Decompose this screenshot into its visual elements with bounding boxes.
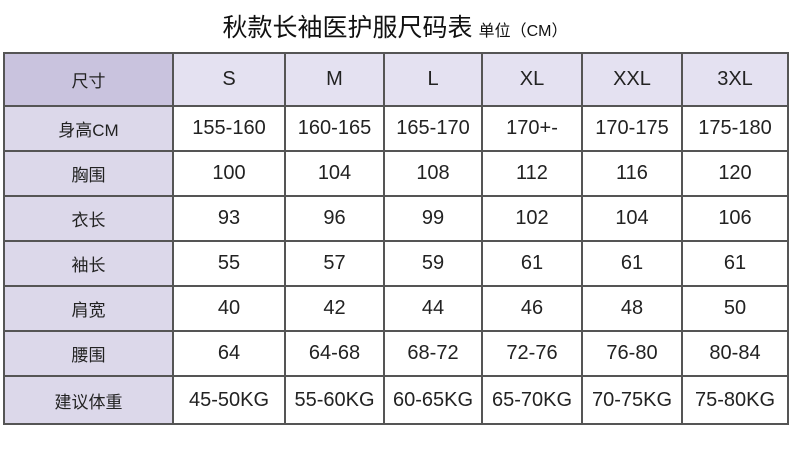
row-label: 腰围 [3, 330, 174, 377]
cell: 175-180 [681, 105, 789, 152]
cell: 160-165 [284, 105, 385, 152]
cell: 55 [172, 240, 286, 287]
cell: 108 [383, 150, 483, 197]
size-header: L [383, 52, 483, 107]
cell: 72-76 [481, 330, 583, 377]
cell: 102 [481, 195, 583, 242]
size-table: 尺寸 S M L XL XXL 3XL 身高CM 155-160 160-165 165-170 17… [3, 52, 789, 425]
cell: 68-72 [383, 330, 483, 377]
cell: 65-70KG [481, 375, 583, 425]
cell: 155-160 [172, 105, 286, 152]
size-header: 3XL [681, 52, 789, 107]
size-header: XL [481, 52, 583, 107]
cell: 80-84 [681, 330, 789, 377]
row-label: 肩宽 [3, 285, 174, 332]
cell: 170+- [481, 105, 583, 152]
cell: 45-50KG [172, 375, 286, 425]
row-label: 袖长 [3, 240, 174, 287]
title-bar: 秋款长袖医护服尺码表 单位（CM） [0, 8, 790, 44]
cell: 60-65KG [383, 375, 483, 425]
cell: 40 [172, 285, 286, 332]
cell: 100 [172, 150, 286, 197]
size-header: S [172, 52, 286, 107]
cell: 70-75KG [581, 375, 683, 425]
table-row: 建议体重 45-50KG 55-60KG 60-65KG 65-70KG 70-75KG 7… [3, 375, 789, 425]
cell: 96 [284, 195, 385, 242]
size-header: XXL [581, 52, 683, 107]
cell: 64-68 [284, 330, 385, 377]
corner-cell: 尺寸 [3, 52, 174, 107]
row-label: 身高CM [3, 105, 174, 152]
cell: 75-80KG [681, 375, 789, 425]
cell: 106 [681, 195, 789, 242]
header-row: 尺寸 S M L XL XXL 3XL [3, 52, 789, 107]
cell: 55-60KG [284, 375, 385, 425]
cell: 170-175 [581, 105, 683, 152]
table-row: 肩宽 40 42 44 46 48 50 [3, 285, 789, 332]
cell: 104 [284, 150, 385, 197]
cell: 48 [581, 285, 683, 332]
cell: 61 [481, 240, 583, 287]
cell: 61 [681, 240, 789, 287]
cell: 165-170 [383, 105, 483, 152]
cell: 46 [481, 285, 583, 332]
table-row: 袖长 55 57 59 61 61 61 [3, 240, 789, 287]
size-header: M [284, 52, 385, 107]
unit: 单位（CM） [478, 23, 568, 40]
cell: 61 [581, 240, 683, 287]
cell: 64 [172, 330, 286, 377]
title: 秋款长袖医护服尺码表 [222, 14, 473, 42]
cell: 99 [383, 195, 483, 242]
row-label: 建议体重 [3, 375, 174, 425]
row-label: 胸围 [3, 150, 174, 197]
cell: 116 [581, 150, 683, 197]
cell: 50 [681, 285, 789, 332]
table-row: 身高CM 155-160 160-165 165-170 170+- 170-175 175… [3, 105, 789, 152]
table-row: 胸围 100 104 108 112 116 120 [3, 150, 789, 197]
cell: 120 [681, 150, 789, 197]
table-row: 衣长 93 96 99 102 104 106 [3, 195, 789, 242]
cell: 57 [284, 240, 385, 287]
cell: 59 [383, 240, 483, 287]
row-label: 衣长 [3, 195, 174, 242]
cell: 44 [383, 285, 483, 332]
cell: 93 [172, 195, 286, 242]
table-row: 腰围 64 64-68 68-72 72-76 76-80 80-84 [3, 330, 789, 377]
cell: 112 [481, 150, 583, 197]
cell: 42 [284, 285, 385, 332]
cell: 76-80 [581, 330, 683, 377]
cell: 104 [581, 195, 683, 242]
